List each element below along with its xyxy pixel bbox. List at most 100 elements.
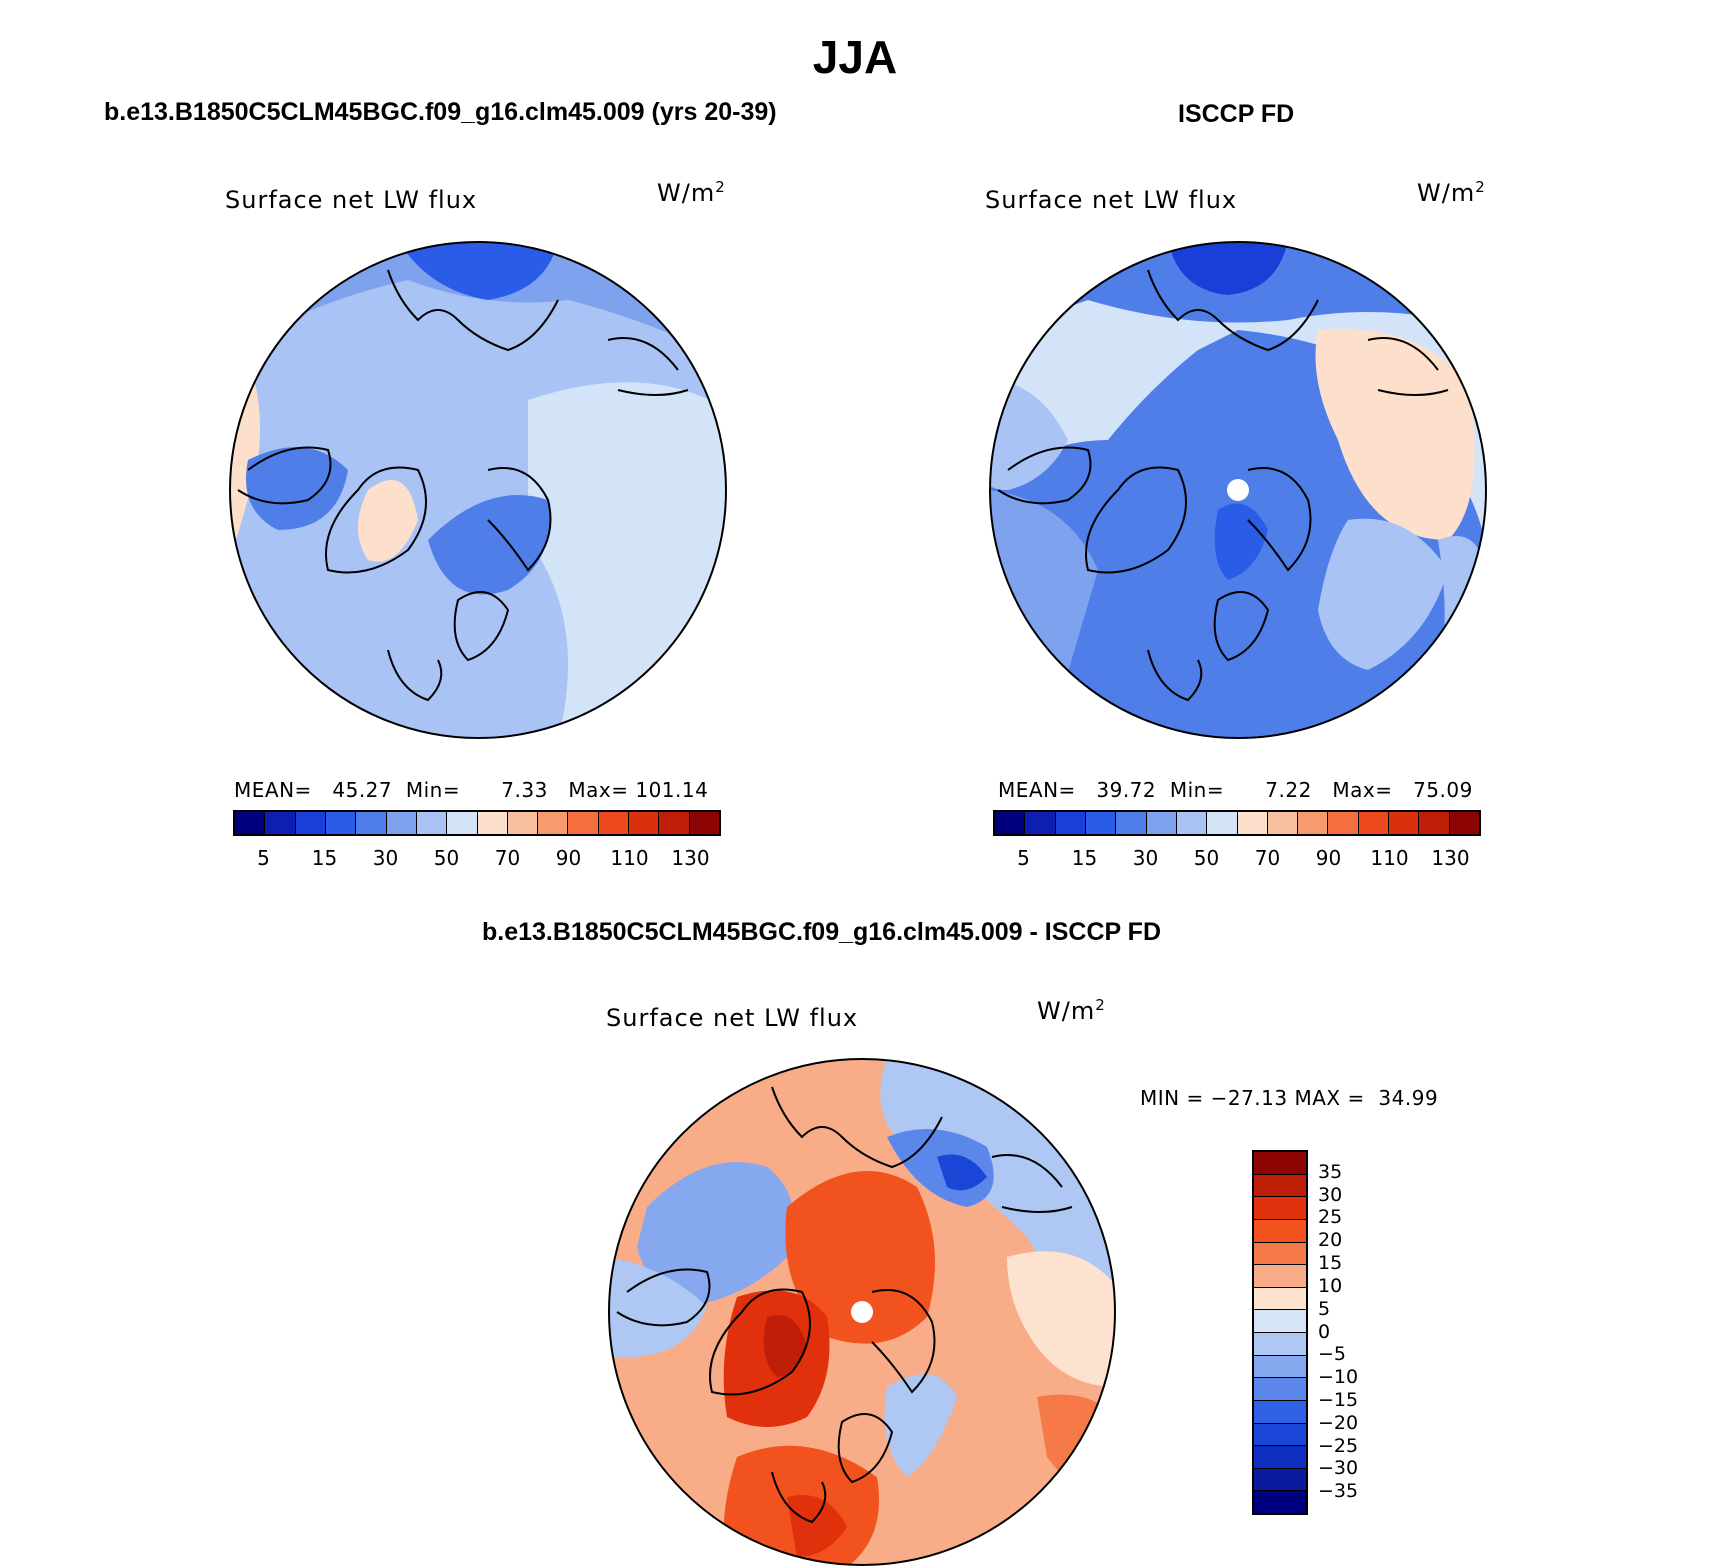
colorbar-obs-swatch: [1024, 812, 1055, 834]
colorbar-obs-tick-label: 30: [1132, 846, 1159, 870]
stats-model: MEAN= 45.27 Min= 7.33 Max= 101.14: [234, 778, 709, 802]
colorbar-diff-tick-label: 15: [1318, 1252, 1343, 1275]
colorbar-model-swatch: [415, 812, 447, 834]
colorbar-model-swatch: [385, 812, 416, 834]
colorbar-obs-swatch: [1418, 812, 1449, 834]
colorbar-model-tick-label: 110: [610, 846, 649, 870]
colorbar-diff-tick-label: −35: [1318, 1480, 1359, 1503]
colorbar-obs-swatch: [1357, 812, 1389, 834]
colorbar-model-swatch: [628, 812, 659, 834]
colorbar-obs-ticks: 5 15 30 50 70 90 110 130: [993, 846, 1481, 870]
colorbar-obs-swatch: [1266, 812, 1298, 834]
panel-title-diff: b.e13.B1850C5CLM45BGC.f09_g16.clm45.009 …: [482, 918, 1162, 946]
colorbar-model-tick-label: 90: [555, 846, 582, 870]
colorbar-model-tick-label: 130: [671, 846, 710, 870]
colorbar-model-swatch: [567, 812, 598, 834]
colorbar-model: [233, 810, 721, 836]
colorbar-obs-swatch: [1115, 812, 1146, 834]
polar-map-obs: [989, 241, 1487, 739]
colorbar-model-swatch: [658, 812, 689, 834]
colorbar-model-ticks: 5 15 30 50 70 90 110 130: [233, 846, 721, 870]
colorbar-diff-swatch: [1254, 1467, 1306, 1491]
colorbar-diff-swatch: [1254, 1196, 1306, 1219]
colorbar-diff: [1252, 1150, 1308, 1515]
colorbar-diff-tick-label: 10: [1318, 1274, 1343, 1297]
colorbar-diff-tick-label: −20: [1318, 1411, 1359, 1434]
colorbar-model-tick-label: 15: [311, 846, 338, 870]
subtitle-diff: Surface net LW flux: [606, 1004, 859, 1032]
colorbar-obs-swatch: [1054, 812, 1085, 834]
subtitle-obs: Surface net LW flux: [985, 186, 1238, 214]
colorbar-diff-swatch: [1254, 1445, 1306, 1468]
subtitle-model: Surface net LW flux: [225, 186, 478, 214]
colorbar-model-tick-label: 70: [494, 846, 521, 870]
colorbar-model-swatch: [235, 812, 265, 834]
main-title: JJA: [812, 31, 898, 83]
colorbar-model-tick-label: 30: [372, 846, 399, 870]
colorbar-obs-tick-label: 90: [1315, 846, 1342, 870]
colorbar-obs-swatch: [1236, 812, 1267, 834]
colorbar-diff-swatch: [1254, 1422, 1306, 1446]
colorbar-obs-tick-label: 110: [1370, 846, 1409, 870]
colorbar-model-swatch: [355, 812, 386, 834]
units-diff: W/m2: [1037, 996, 1106, 1025]
colorbar-diff-swatch: [1254, 1218, 1306, 1242]
colorbar-diff-tick-label: 30: [1318, 1183, 1343, 1206]
colorbar-obs-swatch: [1448, 812, 1479, 834]
stats-obs: MEAN= 39.72 Min= 7.22 Max= 75.09: [998, 778, 1473, 802]
colorbar-diff-tick-label: −5: [1318, 1343, 1347, 1366]
colorbar-diff-swatch: [1254, 1490, 1306, 1513]
colorbar-obs: [993, 810, 1481, 836]
colorbar-obs-tick-label: 70: [1254, 846, 1281, 870]
colorbar-obs-swatch: [995, 812, 1025, 834]
colorbar-obs-swatch: [1145, 812, 1176, 834]
colorbar-model-swatch: [446, 812, 477, 834]
colorbar-diff-swatch: [1254, 1332, 1306, 1355]
colorbar-model-swatch: [476, 812, 507, 834]
colorbar-obs-tick-label: 50: [1193, 846, 1220, 870]
polar-map-diff: [608, 1058, 1116, 1566]
colorbar-obs-swatch: [1388, 812, 1419, 834]
colorbar-obs-swatch: [1327, 812, 1358, 834]
colorbar-obs-tick-label: 5: [1017, 846, 1030, 870]
colorbar-obs-tick-label: 15: [1071, 846, 1098, 870]
colorbar-diff-tick-label: −25: [1318, 1434, 1359, 1457]
colorbar-obs-swatch: [1084, 812, 1116, 834]
colorbar-model-swatch: [688, 812, 719, 834]
colorbar-diff-tick-label: 20: [1318, 1229, 1343, 1252]
colorbar-model-tick-label: 5: [257, 846, 270, 870]
colorbar-diff-tick-label: 5: [1318, 1297, 1331, 1320]
colorbar-diff-swatch: [1254, 1354, 1306, 1378]
colorbar-diff-tick-label: −30: [1318, 1457, 1359, 1480]
colorbar-model-swatch: [506, 812, 538, 834]
colorbar-model-swatch: [294, 812, 325, 834]
colorbar-model-swatch: [264, 812, 295, 834]
units-obs: W/m2: [1417, 178, 1486, 207]
polar-map-model: [229, 241, 727, 739]
colorbar-obs-swatch: [1175, 812, 1207, 834]
colorbar-model-swatch: [537, 812, 568, 834]
colorbar-diff-swatch: [1254, 1309, 1306, 1332]
colorbar-obs-tick-label: 130: [1431, 846, 1470, 870]
panel-title-model: b.e13.B1850C5CLM45BGC.f09_g16.clm45.009 …: [104, 98, 777, 126]
colorbar-obs-swatch: [1297, 812, 1328, 834]
colorbar-diff-tick-label: 0: [1318, 1320, 1331, 1343]
colorbar-diff-swatch: [1254, 1152, 1306, 1174]
units-model: W/m2: [657, 178, 726, 207]
pole-hole: [1227, 479, 1249, 501]
stats-diff: MIN = −27.13 MAX = 34.99: [1140, 1086, 1439, 1110]
colorbar-diff-tick-label: 35: [1318, 1160, 1343, 1183]
colorbar-diff-tick-label: −10: [1318, 1366, 1359, 1389]
colorbar-diff-swatch: [1254, 1173, 1306, 1197]
colorbar-obs-swatch: [1206, 812, 1237, 834]
colorbar-model-tick-label: 50: [433, 846, 460, 870]
colorbar-diff-tick-label: 25: [1318, 1206, 1343, 1229]
colorbar-model-swatch: [324, 812, 356, 834]
colorbar-model-swatch: [597, 812, 629, 834]
colorbar-diff-swatch: [1254, 1264, 1306, 1287]
pole-hole-diff: [851, 1301, 873, 1323]
colorbar-diff-swatch: [1254, 1399, 1306, 1423]
panel-title-obs: ISCCP FD: [1178, 100, 1295, 128]
colorbar-diff-swatch: [1254, 1377, 1306, 1400]
colorbar-diff-swatch: [1254, 1286, 1306, 1310]
